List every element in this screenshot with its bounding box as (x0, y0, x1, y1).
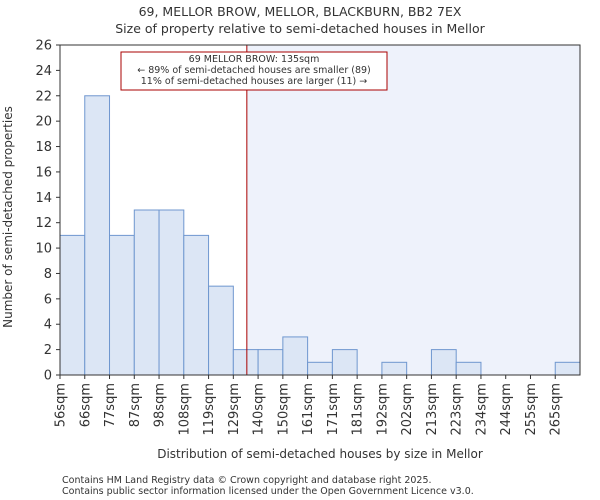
x-tick-label: 255sqm (524, 383, 539, 436)
bar-213sqm (430, 349, 457, 376)
bar-119sqm (208, 285, 234, 376)
annotation-larger: 11% of semi-detached houses are larger (… (141, 76, 368, 87)
bar-192sqm (381, 361, 408, 376)
y-tick-label: 6 (44, 292, 52, 307)
footer-line-2: Contains public sector information licen… (62, 486, 474, 497)
x-tick-label: 202sqm (400, 383, 415, 436)
y-tick-label: 10 (35, 242, 52, 257)
y-tick-label: 4 (44, 318, 52, 333)
x-tick-label: 108sqm (177, 383, 192, 436)
x-tick-label: 161sqm (301, 383, 316, 436)
bar-98sqm (158, 209, 185, 376)
annotation-title: 69 MELLOR BROW: 135sqm (189, 54, 320, 65)
annotation-smaller: ← 89% of semi-detached houses are smalle… (137, 65, 371, 76)
y-tick-label: 0 (44, 369, 52, 384)
x-axis-label: Distribution of semi-detached houses by … (157, 447, 483, 461)
y-tick-label: 8 (44, 267, 52, 282)
x-tick-label: 66sqm (78, 383, 93, 427)
bar-150sqm (282, 336, 309, 376)
highlight-region (246, 45, 580, 375)
x-tick-label: 223sqm (450, 383, 465, 436)
x-tick-label: 171sqm (326, 383, 341, 436)
y-tick-label: 26 (35, 39, 52, 54)
bar-87sqm (133, 209, 160, 376)
y-tick-label: 22 (35, 89, 52, 104)
bar-223sqm (455, 361, 482, 376)
chart-title: 69, MELLOR BROW, MELLOR, BLACKBURN, BB2 … (139, 4, 462, 19)
bar-129sqm (232, 349, 259, 376)
bar-161sqm (307, 361, 333, 376)
footer-line-1: Contains HM Land Registry data © Crown c… (62, 475, 432, 486)
bar-77sqm (109, 234, 135, 376)
bars-group (59, 95, 581, 376)
x-tick-label: 119sqm (202, 383, 217, 436)
y-tick-label: 24 (35, 64, 52, 79)
x-tick-label: 234sqm (474, 383, 489, 436)
y-tick-label: 12 (35, 216, 52, 231)
y-tick-label: 16 (35, 165, 52, 180)
bar-140sqm (257, 349, 284, 376)
x-tick-label: 150sqm (276, 383, 291, 436)
x-tick-label: 77sqm (103, 383, 118, 427)
bar-66sqm (84, 95, 111, 376)
y-axis-label: Number of semi-detached properties (1, 106, 15, 328)
x-tick-label: 213sqm (425, 383, 440, 436)
x-tick-label: 140sqm (252, 383, 267, 436)
y-tick-label: 14 (35, 191, 52, 206)
x-tick-label: 87sqm (128, 383, 143, 427)
bar-171sqm (331, 349, 358, 376)
y-tick-label: 2 (44, 343, 52, 358)
bar-265sqm (554, 361, 581, 376)
x-tick-label: 244sqm (499, 383, 514, 436)
x-tick-label: 56sqm (54, 383, 69, 427)
x-tick-label: 192sqm (375, 383, 390, 436)
bar-108sqm (183, 234, 210, 376)
x-tick-label: 181sqm (351, 383, 366, 436)
plot-frame (59, 44, 581, 376)
x-tick-label: 129sqm (227, 383, 242, 436)
y-tick-label: 18 (35, 140, 52, 155)
annotation-box: 69 MELLOR BROW: 135sqm ← 89% of semi-det… (120, 51, 388, 91)
x-tick-label: 98sqm (153, 383, 168, 427)
x-tick-label: 265sqm (549, 383, 564, 436)
bar-56sqm (59, 234, 86, 376)
x-axis: 56sqm 66sqm 77sqm 87sqm 98sqm 108sqm 119sqm 129… (54, 375, 564, 436)
chart-subtitle: Size of property relative to semi-detach… (115, 21, 485, 36)
y-tick-label: 20 (35, 115, 52, 130)
